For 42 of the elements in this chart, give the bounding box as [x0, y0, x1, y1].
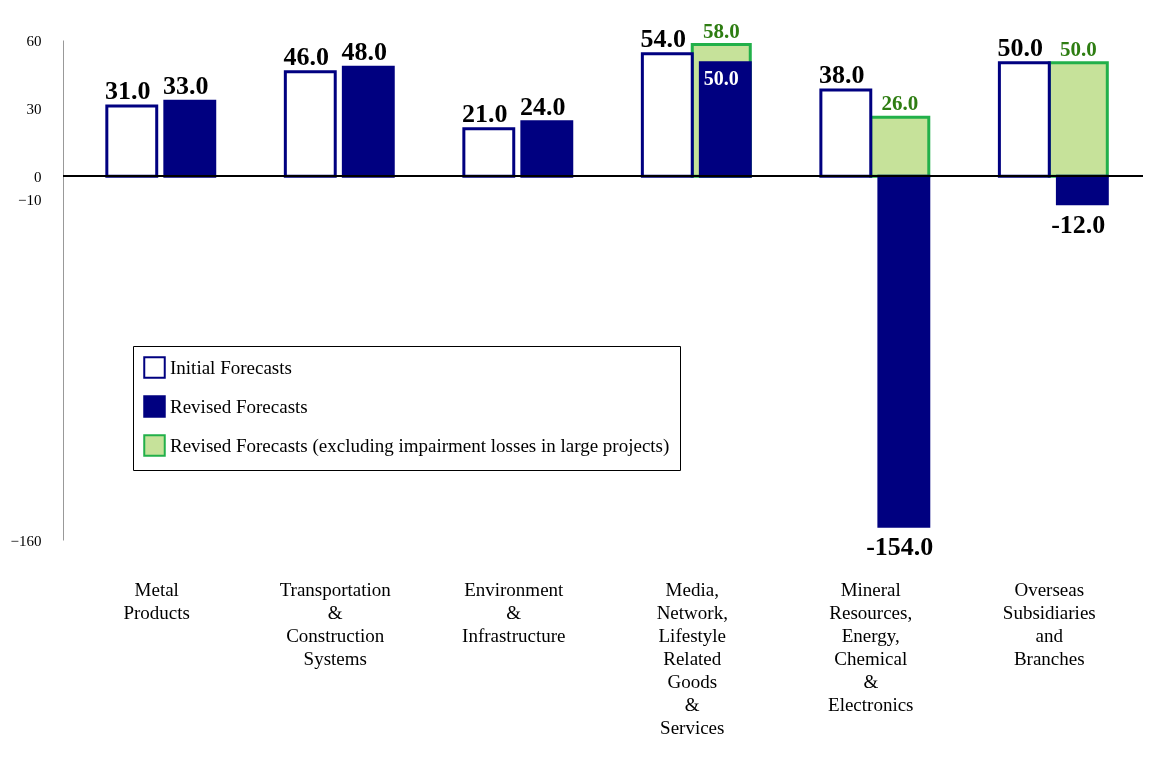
data-label: 24.0 — [520, 91, 566, 121]
data-label: 26.0 — [881, 91, 919, 116]
y-tick-label: 30 — [26, 100, 42, 117]
data-label: 21.0 — [461, 98, 508, 128]
data-label: 46.0 — [283, 41, 329, 71]
y-tick-label: 60 — [26, 32, 42, 49]
y-tick-label: 0 — [34, 168, 42, 185]
data-label: 50.0 — [997, 32, 1044, 62]
bar — [640, 52, 694, 178]
data-label: 48.0 — [341, 37, 387, 67]
bar — [462, 127, 516, 178]
legend-label: Revised Forecasts — [170, 395, 308, 417]
bar — [105, 104, 159, 178]
data-label: -154.0 — [866, 532, 934, 562]
bar — [341, 65, 395, 178]
legend-label: Revised Forecasts (excluding impairment losses in large projects) — [170, 434, 670, 457]
bar — [163, 99, 217, 178]
data-label: 58.0 — [702, 18, 740, 43]
legend-label: Initial Forecasts — [170, 356, 292, 378]
bar — [520, 120, 574, 178]
bar — [869, 115, 931, 178]
bar — [997, 61, 1051, 178]
x-tick-label: Environment & Infrastructure — [462, 578, 566, 646]
data-label: 38.0 — [819, 60, 865, 89]
y-tick-label: −10 — [18, 191, 42, 208]
data-label: -12.0 — [1051, 209, 1106, 239]
bar — [283, 70, 337, 178]
x-tick-label: Overseas Subsidiaries and Branches — [1002, 578, 1096, 669]
bar — [698, 61, 752, 178]
x-tick-label: Media, Network, Lifestyle Related Goods & Services — [656, 578, 728, 738]
bar — [877, 174, 931, 528]
y-tick-label: −160 — [10, 532, 42, 549]
x-tick-label: Mineral Resources, Energy, Chemical & Electronics — [828, 578, 914, 715]
data-label: 33.0 — [162, 71, 209, 101]
data-label: 50.0 — [703, 66, 739, 89]
data-label: 50.0 — [1059, 36, 1097, 61]
data-label: 54.0 — [640, 23, 686, 53]
data-label: 31.0 — [104, 75, 151, 105]
x-tick-label: Metal Products — [123, 578, 190, 623]
bar — [1055, 174, 1109, 206]
bar — [819, 88, 873, 178]
x-tick-label: Transportation & Construction Systems — [279, 578, 392, 669]
